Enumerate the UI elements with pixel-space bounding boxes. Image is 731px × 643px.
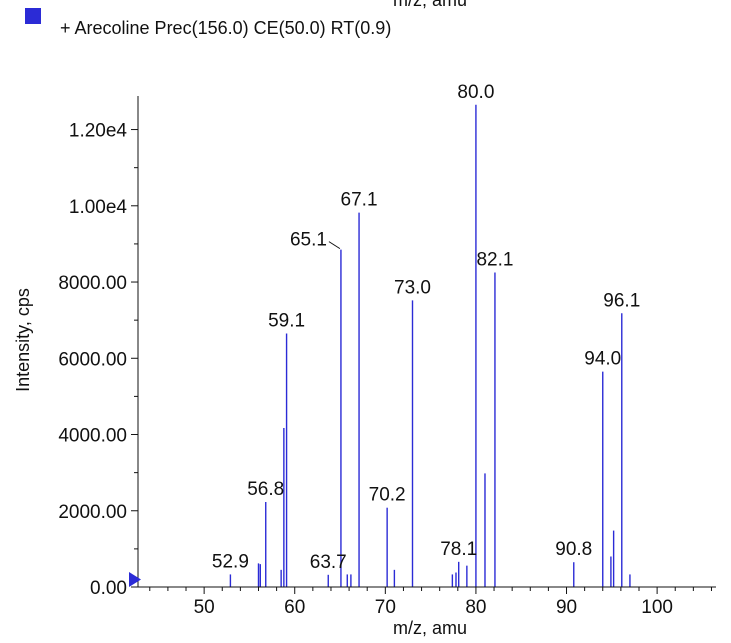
peak-label: 73.0 bbox=[394, 277, 431, 298]
peak-label: 56.8 bbox=[247, 479, 284, 500]
peak-label: 52.9 bbox=[212, 551, 249, 572]
peak-label: 78.1 bbox=[440, 539, 477, 560]
peak-label: 90.8 bbox=[555, 539, 592, 560]
y-tick-label: 0.00 bbox=[90, 578, 127, 599]
top-cut-axis-label: m/z, amu bbox=[393, 0, 467, 10]
legend-swatch bbox=[25, 8, 41, 24]
peak-label: 70.2 bbox=[369, 485, 406, 506]
x-tick-label: 80 bbox=[465, 597, 486, 618]
peak-label: 82.1 bbox=[476, 250, 513, 271]
y-tick-label: 1.00e4 bbox=[69, 197, 128, 218]
peak-label: 96.1 bbox=[603, 290, 640, 311]
zero-level-marker bbox=[129, 572, 141, 587]
peak-label: 67.1 bbox=[341, 190, 378, 211]
peak-label: 94.0 bbox=[584, 349, 621, 370]
axes-layer bbox=[137, 96, 716, 588]
peak-label-leader bbox=[328, 241, 341, 250]
peaks-layer bbox=[229, 104, 631, 587]
peak-label: 59.1 bbox=[268, 310, 305, 331]
legend-label: + Arecoline Prec(156.0) CE(50.0) RT(0.9) bbox=[60, 18, 391, 38]
y-tick-label: 4000.00 bbox=[58, 426, 127, 447]
y-ticks: 0.00 2000.00 4000.00 6000.00 8000.00 1.00e4 1.… bbox=[58, 121, 138, 599]
x-ticks: 50 60 70 80 90 100 bbox=[149, 587, 712, 618]
leader-layer bbox=[328, 241, 341, 250]
y-tick-label: 2000.00 bbox=[58, 502, 127, 523]
x-tick-label: 100 bbox=[641, 597, 673, 618]
y-tick-label: 8000.00 bbox=[58, 273, 127, 294]
x-tick-label: 70 bbox=[375, 597, 396, 618]
x-tick-label: 60 bbox=[284, 597, 305, 618]
y-axis-title: Intensity, cps bbox=[13, 288, 33, 392]
y-tick-label: 6000.00 bbox=[58, 349, 127, 370]
peak-labels: 52.9 56.8 59.1 63.7 65.1 67.1 70.2 73.0 78.1 80.0… bbox=[212, 82, 640, 573]
x-tick-label: 90 bbox=[556, 597, 577, 618]
x-axis-title: m/z, amu bbox=[393, 618, 467, 638]
x-tick-label: 50 bbox=[194, 597, 215, 618]
peak-label: 80.0 bbox=[457, 82, 494, 103]
peak-label: 63.7 bbox=[310, 552, 347, 573]
peak-label: 65.1 bbox=[290, 230, 327, 251]
y-tick-label: 1.20e4 bbox=[69, 121, 128, 142]
